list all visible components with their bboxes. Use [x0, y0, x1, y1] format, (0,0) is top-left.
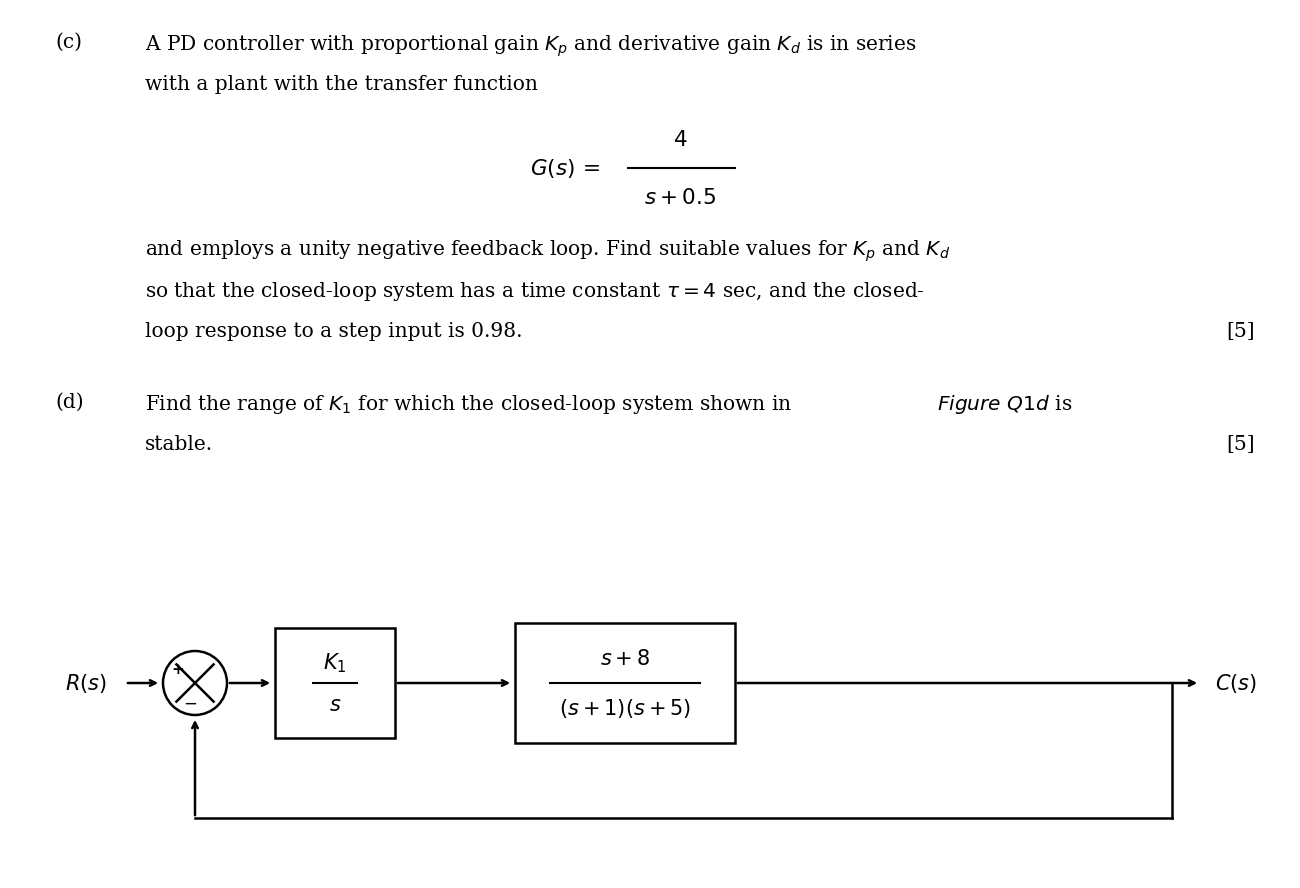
Text: so that the closed-loop system has a time constant $\tau = 4$ sec, and the close: so that the closed-loop system has a tim…	[146, 280, 924, 303]
Text: $-$: $-$	[183, 694, 198, 711]
Text: $(s + 1)(s + 5)$: $(s + 1)(s + 5)$	[559, 696, 692, 719]
Text: [5]: [5]	[1226, 435, 1254, 454]
Text: with a plant with the transfer function: with a plant with the transfer function	[146, 75, 538, 94]
Text: $s + 8$: $s + 8$	[599, 649, 650, 669]
Text: $\bf{\it{Figure\ Q1d}}$ is: $\bf{\it{Figure\ Q1d}}$ is	[937, 393, 1072, 416]
Text: and employs a unity negative feedback loop. Find suitable values for $K_p$ and $: and employs a unity negative feedback lo…	[146, 238, 950, 264]
Text: stable.: stable.	[146, 435, 213, 454]
Text: Find the range of $K_1$ for which the closed-loop system shown in: Find the range of $K_1$ for which the cl…	[146, 393, 793, 416]
FancyBboxPatch shape	[515, 623, 734, 743]
Text: $C(s)$: $C(s)$	[1216, 671, 1257, 694]
Text: $R(s)$: $R(s)$	[65, 671, 107, 694]
Text: [5]: [5]	[1226, 322, 1254, 341]
Text: $s + 0.5$: $s + 0.5$	[644, 187, 716, 209]
Text: (c): (c)	[55, 33, 82, 52]
Text: $4$: $4$	[673, 129, 688, 151]
Text: $K_1$: $K_1$	[324, 651, 347, 675]
FancyBboxPatch shape	[276, 628, 395, 738]
Text: $G(s)\, =\,$: $G(s)\, =\,$	[530, 156, 601, 179]
Text: $s$: $s$	[329, 695, 341, 715]
Text: A PD controller with proportional gain $K_p$ and derivative gain $K_d$ is in ser: A PD controller with proportional gain $…	[146, 33, 916, 59]
Text: (d): (d)	[55, 393, 83, 412]
Text: +: +	[172, 663, 185, 677]
Text: loop response to a step input is 0.98.: loop response to a step input is 0.98.	[146, 322, 523, 341]
